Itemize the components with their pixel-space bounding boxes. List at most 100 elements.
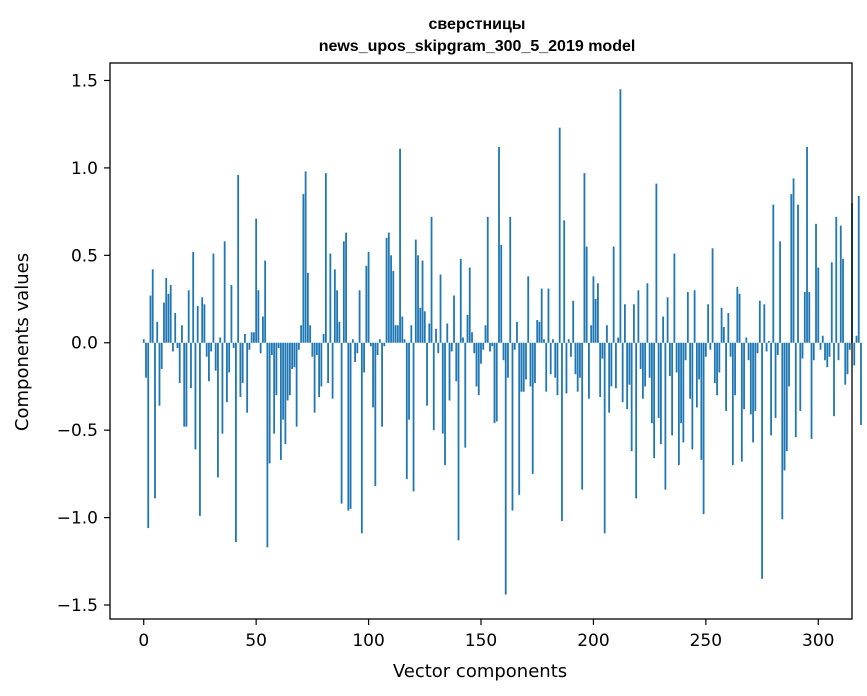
bar: [399, 148, 401, 343]
y-tick-label: −0.5: [57, 421, 98, 441]
bar: [291, 342, 294, 369]
y-tick-label: −1.0: [57, 509, 98, 529]
bar: [147, 342, 150, 529]
bar: [563, 220, 566, 343]
bar: [824, 342, 826, 361]
bar: [462, 337, 464, 343]
bar: [172, 342, 174, 352]
bar: [689, 342, 692, 399]
bar: [464, 342, 467, 448]
bar: [615, 342, 617, 389]
bar: [300, 325, 303, 343]
bar: [536, 320, 539, 343]
bar: [345, 232, 347, 343]
bar: [695, 342, 698, 408]
bar: [617, 337, 620, 343]
bar: [835, 216, 838, 343]
y-tick-label: −1.5: [57, 596, 98, 616]
bar: [725, 342, 727, 411]
bars-group: [142, 89, 862, 595]
bar: [473, 342, 476, 354]
bar: [857, 195, 860, 343]
bar: [318, 342, 321, 397]
bar: [860, 342, 862, 425]
bar: [704, 342, 707, 357]
bar: [270, 342, 273, 355]
bar: [457, 342, 460, 541]
bar: [428, 323, 431, 343]
bar: [455, 342, 458, 382]
bar: [691, 342, 694, 450]
bar: [680, 342, 683, 424]
bar: [597, 283, 599, 343]
bar: [772, 204, 775, 343]
bar: [682, 342, 685, 443]
bar: [246, 342, 249, 413]
bar: [255, 218, 258, 343]
bar: [709, 342, 712, 350]
y-tick-label: 0.0: [71, 334, 98, 354]
bar: [810, 342, 813, 439]
bar: [390, 255, 392, 343]
bar: [302, 194, 305, 343]
bar: [610, 342, 613, 387]
x-axis-ticks: 0 50 100 150 200 250 300: [138, 619, 834, 651]
bar: [498, 146, 500, 343]
bar: [356, 342, 359, 354]
bar: [677, 342, 680, 466]
bar: [650, 342, 653, 424]
bar: [648, 342, 651, 378]
x-tick-label: 50: [245, 631, 267, 651]
bar: [819, 342, 822, 350]
bar: [574, 342, 577, 375]
bar: [588, 342, 590, 399]
bar: [758, 300, 761, 343]
bar: [192, 251, 195, 343]
bar: [174, 313, 177, 343]
bar: [158, 342, 161, 406]
bar: [480, 342, 482, 364]
bar: [165, 278, 168, 343]
bar: [160, 342, 163, 369]
bar: [383, 342, 386, 347]
bar: [590, 325, 593, 343]
bar: [338, 321, 341, 343]
bar: [403, 339, 406, 343]
bar: [378, 339, 381, 343]
bar: [830, 262, 833, 343]
bar: [828, 342, 831, 357]
bar: [713, 342, 716, 383]
bar: [511, 342, 514, 511]
y-tick-label: 1.5: [71, 71, 98, 91]
bar: [376, 342, 379, 355]
bar: [540, 288, 543, 343]
bar: [257, 290, 260, 343]
bar: [430, 216, 433, 343]
bar: [842, 258, 844, 343]
bar: [414, 239, 417, 343]
bar: [367, 251, 370, 343]
bar: [817, 267, 820, 343]
bar: [558, 127, 561, 343]
bar: [534, 342, 536, 383]
bar: [641, 342, 644, 399]
bar: [664, 342, 667, 490]
bar: [720, 307, 723, 343]
bar: [142, 339, 145, 343]
bar: [349, 342, 352, 509]
bar: [336, 290, 338, 343]
bar: [821, 335, 824, 343]
bar: [639, 342, 642, 369]
bar: [333, 269, 336, 343]
bar: [219, 337, 222, 343]
bar: [221, 342, 224, 434]
bar: [792, 178, 795, 343]
bar: [594, 299, 597, 343]
plot-frame: [109, 62, 853, 620]
bar: [731, 342, 734, 466]
bar: [205, 342, 208, 357]
bar: [311, 342, 314, 357]
bar: [288, 342, 291, 396]
bar: [295, 342, 298, 427]
bar: [244, 334, 246, 343]
